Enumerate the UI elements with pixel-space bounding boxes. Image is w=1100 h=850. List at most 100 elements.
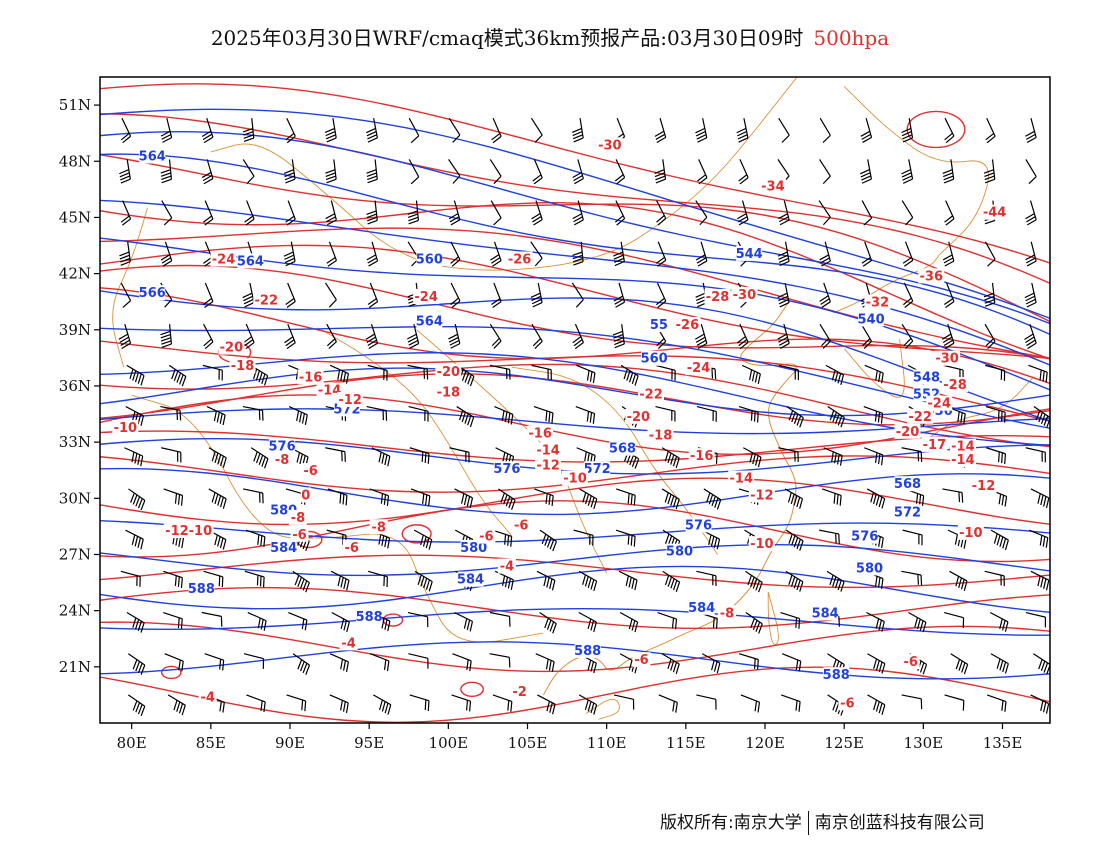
temperature-contour-label: -4: [341, 636, 355, 651]
wind-barb: [203, 570, 224, 588]
wind-barb: [661, 447, 680, 469]
wind-barb: [242, 282, 255, 308]
wind-barb: [901, 200, 914, 226]
temperature-contour: [100, 227, 1050, 359]
temperature-contour-label: -34: [761, 179, 785, 194]
wind-barb: [826, 570, 845, 592]
lon-tick-label: 90E: [275, 734, 305, 752]
temperature-contour-label: -8: [275, 453, 289, 468]
wind-barb: [655, 364, 676, 381]
lon-tick-label: 115E: [666, 734, 706, 752]
wind-barb: [777, 324, 790, 349]
contour-label-bg: [949, 451, 976, 467]
temperature-contour-label: -10: [959, 526, 983, 541]
boundary-line: [767, 591, 779, 646]
contour-label-bg: [574, 642, 601, 658]
wind-barb: [448, 324, 461, 349]
wind-barb: [533, 405, 554, 424]
height-contour: [100, 607, 1050, 636]
temperature-contour-label: -16: [690, 449, 714, 464]
wind-barb: [208, 488, 227, 509]
plot-frame: [99, 76, 1051, 724]
copyright-company: 南京创蓝科技有限公司: [814, 813, 985, 833]
temperature-contour-label: -30: [733, 288, 757, 303]
height-contour: [100, 131, 1050, 325]
temperature-contour-label: -22: [639, 387, 663, 402]
wind-barb: [128, 488, 146, 511]
wind-barb: [1025, 118, 1037, 143]
wind-barb: [201, 159, 214, 185]
contour-label-bg: [641, 350, 668, 366]
wind-barb: [203, 200, 214, 226]
lon-tick-label: 80E: [117, 734, 147, 752]
wind-barb: [861, 241, 873, 267]
contour-label-bg: [674, 317, 701, 333]
contour-label-bg: [139, 148, 166, 164]
wind-barb: [950, 653, 969, 675]
wind-barb: [366, 241, 379, 267]
temperature-contour-label: -10: [114, 421, 138, 436]
wind-barb: [534, 488, 554, 506]
wind-barb: [572, 200, 584, 226]
wind-barb: [901, 159, 914, 184]
wind-barb: [451, 694, 472, 712]
contour-label-bg: [477, 528, 496, 544]
wind-barb: [201, 118, 214, 144]
height-contour-label: 576: [685, 518, 712, 533]
wind-barb: [1029, 529, 1049, 548]
wind-barb: [329, 694, 349, 714]
height-contour-label: 584: [270, 541, 297, 556]
wind-barb: [942, 159, 955, 184]
contour-label-bg: [188, 581, 215, 597]
temperature-contour-label: -12: [750, 488, 774, 503]
contour-label-bg: [748, 536, 775, 552]
wind-barb: [571, 282, 584, 308]
temperature-contour-label: -32: [866, 296, 890, 311]
wind-barb: [292, 570, 310, 593]
wind-barb: [326, 323, 337, 350]
wind-barb: [371, 447, 391, 467]
copyright-footer: 版权所有:南京大学 南京创蓝科技有限公司: [660, 808, 985, 835]
boundary-line: [756, 77, 798, 128]
contour-label-bg: [718, 605, 736, 621]
wind-barb: [367, 364, 388, 381]
wind-barb: [163, 488, 184, 506]
contour-label-bg: [638, 386, 664, 402]
lat-tick-label: 27N: [59, 545, 91, 563]
wind-barb: [163, 611, 183, 630]
wind-barb: [373, 694, 392, 715]
wind-barb: [1025, 200, 1037, 226]
temperature-contour-label: -12: [338, 393, 362, 408]
wind-barb: [246, 694, 266, 713]
temperature-contour-label: -6: [634, 653, 648, 668]
temperature-contour-label: -6: [840, 696, 854, 711]
wind-barb: [901, 323, 914, 349]
wind-barb: [450, 241, 461, 267]
height-contour-label: 588: [823, 668, 850, 683]
wind-barb: [949, 570, 968, 592]
contour-label-bg: [273, 451, 292, 467]
wind-barb: [120, 570, 141, 587]
wind-barb: [120, 282, 132, 308]
temperature-closed-contour: [160, 665, 182, 680]
lon-tick-label: 125E: [824, 734, 864, 752]
wind-barb: [819, 529, 840, 545]
lat-tick-label: 48N: [59, 152, 91, 170]
contour-labels: 5645645665605645445405556054855255657257…: [112, 137, 1008, 711]
wind-barb: [985, 117, 996, 144]
wind-barb: [737, 200, 749, 226]
contour-label-bg: [300, 487, 311, 503]
temperature-contour-label: -12: [972, 479, 996, 494]
wind-barb: [118, 323, 132, 350]
wind-barb: [531, 200, 543, 226]
contour-label-bg: [688, 448, 715, 464]
contour-label-bg: [270, 539, 297, 555]
wind-barb: [901, 570, 923, 586]
wind-barb: [741, 364, 761, 385]
temperature-contour-label: -24: [212, 253, 236, 268]
contour-label-bg: [584, 461, 611, 477]
lat-tick-label: 36N: [59, 377, 91, 395]
lon-tick-label: 110E: [587, 734, 627, 752]
wind-barb: [202, 364, 223, 381]
wind-barb: [578, 694, 598, 715]
